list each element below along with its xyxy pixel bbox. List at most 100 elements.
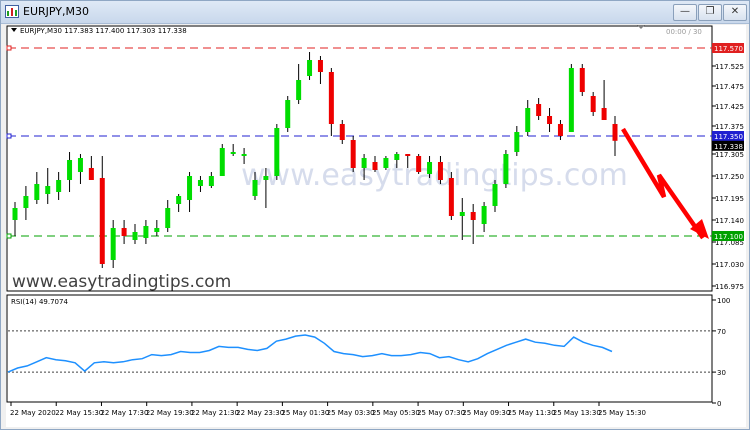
rsi-panel-frame: [6, 294, 713, 403]
mid-line-handle[interactable]: [6, 133, 12, 139]
bull-candle: [12, 208, 18, 220]
chart-header: EURJPY,M30 117.383 117.400 117.303 117.3…: [20, 27, 187, 35]
bull-candle: [285, 100, 291, 128]
time-tick-label: 22 May 23:30: [236, 409, 284, 417]
bull-candle: [525, 108, 531, 132]
close-button[interactable]: ✕: [723, 4, 747, 21]
bear-candle: [536, 104, 542, 116]
chart-area[interactable]: www.easytradingtips.com www.easytradingt…: [6, 24, 746, 427]
time-tick-label: 22 May 17:30: [100, 409, 148, 417]
time-tick-label: 25 May 07:30: [417, 409, 465, 417]
minimize-button[interactable]: —: [673, 4, 697, 21]
horizontal-lines: 117.570 117.350 117.100 117.338: [6, 43, 744, 241]
bull-candle: [23, 196, 29, 208]
time-tick-label: 25 May 11:30: [508, 409, 556, 417]
current-price-label: 117.338: [714, 143, 743, 151]
bull-candle: [34, 184, 40, 200]
bull-candle: [154, 228, 160, 232]
bear-candle: [612, 124, 618, 141]
bull-candle: [176, 196, 182, 204]
bull-candle: [263, 176, 269, 180]
price-tick-label: 117.425: [715, 103, 744, 111]
bear-candle: [372, 162, 378, 170]
price-tick-label: 117.250: [715, 173, 744, 181]
bull-candle: [492, 184, 498, 206]
prediction-arrow: [621, 127, 709, 240]
bull-candle: [252, 180, 258, 196]
bull-candle: [67, 160, 73, 180]
price-tick-label: 117.525: [715, 63, 744, 71]
restore-icon: ❐: [705, 6, 715, 17]
bear-candle: [339, 124, 345, 140]
time-tick-label: 25 May 15:30: [598, 409, 646, 417]
bear-candle: [88, 168, 94, 180]
price-panel-frame: [6, 25, 713, 292]
time-tick-label: 25 May 03:30: [327, 409, 375, 417]
resistance-line-handle[interactable]: [6, 45, 12, 51]
bear-candle: [579, 68, 585, 92]
bar-countdown: 00:00 / 30: [666, 28, 702, 36]
bear-candle: [317, 60, 323, 72]
window-titlebar[interactable]: EURJPY,M30 — ❐ ✕: [1, 1, 749, 24]
restore-button[interactable]: ❐: [698, 4, 722, 21]
mid-price-label: 117.350: [714, 133, 743, 141]
rsi-title: RSI(14) 49.7074: [11, 298, 68, 306]
bear-candle: [448, 178, 454, 216]
price-tick-label: 117.085: [715, 239, 744, 247]
candles: [12, 52, 618, 268]
chart-window-icon: [5, 5, 19, 18]
chart-header-arrow-icon: [11, 28, 17, 32]
time-tick-label: 22 May 2020: [10, 409, 56, 417]
bull-candle: [77, 158, 83, 172]
resistance-price-label: 117.570: [714, 45, 743, 53]
bull-candle: [132, 232, 138, 240]
bull-candle: [230, 152, 236, 154]
time-tick-label: 22 May 19:30: [146, 409, 194, 417]
chart-canvas[interactable]: www.easytradingtips.com www.easytradingt…: [6, 24, 746, 427]
bear-candle: [328, 72, 334, 124]
rsi-tick-label: 100: [717, 297, 730, 305]
rsi-tick-label: 0: [717, 400, 721, 408]
minimize-icon: —: [680, 6, 690, 17]
bull-candle: [503, 154, 509, 184]
current-price-tag: [712, 140, 744, 151]
bull-candle: [208, 176, 214, 186]
bull-candle: [394, 154, 400, 160]
time-tick-label: 22 May 15:30: [55, 409, 103, 417]
bear-candle: [405, 154, 411, 156]
bull-candle: [45, 186, 51, 194]
bear-candle: [121, 228, 127, 236]
bull-candle: [296, 80, 302, 100]
bull-candle: [197, 180, 203, 186]
window-title: EURJPY,M30: [23, 5, 89, 18]
bull-candle: [481, 206, 487, 224]
bull-candle: [568, 68, 574, 132]
time-tick-label: 25 May 05:30: [372, 409, 420, 417]
time-tick-label: 22 May 21:30: [191, 409, 239, 417]
bull-candle: [427, 162, 433, 174]
bull-candle: [187, 176, 193, 200]
bull-candle: [459, 212, 465, 216]
bull-candle: [514, 132, 520, 152]
bull-candle: [219, 148, 225, 176]
bull-candle: [307, 60, 313, 76]
price-tick-label: 117.140: [715, 217, 744, 225]
mid-price-tag: [712, 131, 744, 141]
bull-candle: [165, 208, 171, 228]
bear-candle: [590, 96, 596, 112]
time-tick-label: 25 May 13:30: [553, 409, 601, 417]
bull-candle: [56, 180, 62, 192]
close-icon: ✕: [730, 6, 740, 17]
bull-candle: [383, 158, 389, 168]
support-line-handle[interactable]: [6, 233, 12, 239]
price-tick-label: 117.475: [715, 83, 744, 91]
rsi-tick-label: 30: [717, 369, 726, 377]
support-price-tag: [712, 231, 744, 241]
rsi-tick-label: 70: [717, 328, 726, 336]
chart-shift-marker-icon: [636, 24, 646, 29]
price-tick-label: 116.975: [715, 283, 744, 291]
watermark-text: www.easytradingtips.com: [241, 158, 628, 193]
prediction-arrow-line: [621, 127, 705, 240]
